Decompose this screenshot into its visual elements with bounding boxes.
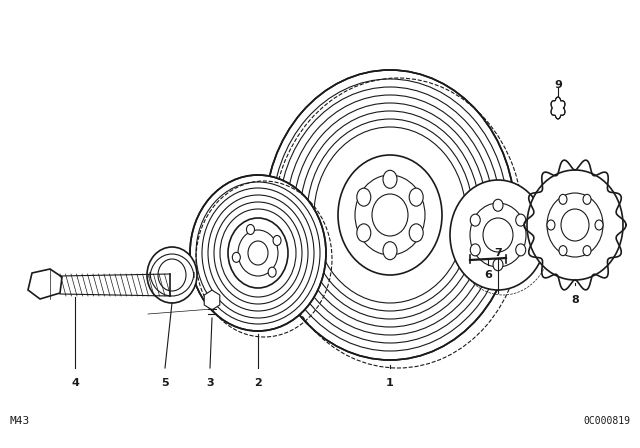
Ellipse shape [470,214,480,226]
Polygon shape [204,290,220,310]
Ellipse shape [190,175,326,331]
Text: 7: 7 [494,248,502,258]
Ellipse shape [493,199,503,211]
Text: 9: 9 [554,80,562,90]
Ellipse shape [246,224,255,234]
Text: 4: 4 [71,378,79,388]
Text: 0C000819: 0C000819 [583,416,630,426]
Text: M43: M43 [10,416,30,426]
Ellipse shape [232,252,241,263]
Ellipse shape [559,194,567,204]
Text: 8: 8 [571,295,579,305]
Ellipse shape [493,259,503,271]
Ellipse shape [248,241,268,265]
Ellipse shape [547,220,555,230]
Ellipse shape [338,155,442,275]
Ellipse shape [147,247,197,303]
Ellipse shape [228,218,288,288]
Ellipse shape [383,242,397,260]
Polygon shape [28,269,62,299]
Ellipse shape [372,194,408,236]
Polygon shape [551,97,565,119]
Ellipse shape [265,70,515,360]
Ellipse shape [583,194,591,204]
Ellipse shape [559,246,567,256]
Ellipse shape [273,236,281,246]
Text: 2: 2 [254,378,262,388]
Ellipse shape [383,170,397,188]
Ellipse shape [409,188,423,206]
Ellipse shape [470,244,480,256]
Ellipse shape [357,224,371,242]
Ellipse shape [516,214,525,226]
Ellipse shape [561,209,589,241]
Text: 3: 3 [206,378,214,388]
Text: 5: 5 [161,378,169,388]
Ellipse shape [595,220,603,230]
Ellipse shape [583,246,591,256]
Ellipse shape [450,180,546,290]
Text: 6: 6 [484,270,492,280]
Ellipse shape [527,170,623,280]
Ellipse shape [470,203,526,267]
Ellipse shape [516,244,525,256]
Ellipse shape [357,188,371,206]
Text: 1: 1 [386,378,394,388]
Ellipse shape [268,267,276,277]
Ellipse shape [409,224,423,242]
